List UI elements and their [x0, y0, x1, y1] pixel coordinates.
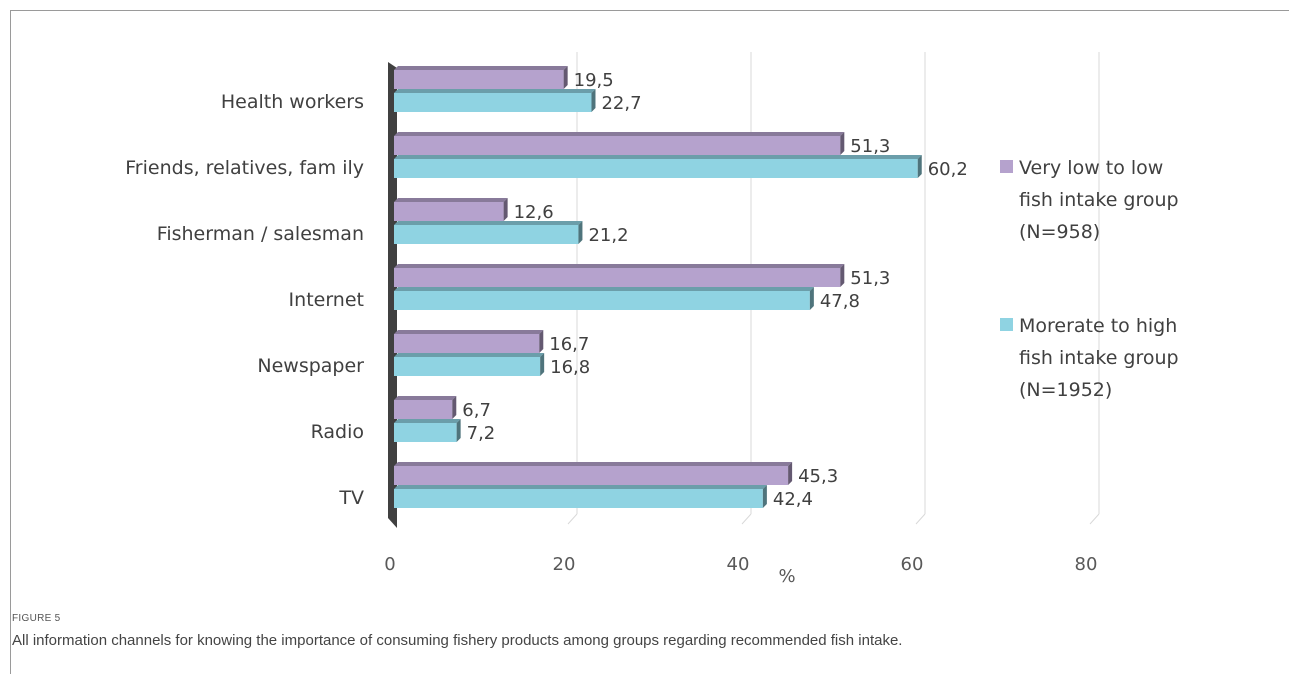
- bar-end-face: [809, 287, 814, 310]
- gridline-floor: [1089, 513, 1100, 525]
- bar-top-face: [394, 287, 814, 291]
- legend-swatch: [1000, 318, 1013, 331]
- data-label: 60,2: [928, 159, 968, 180]
- bar-end-face: [762, 485, 767, 508]
- category-label: Internet: [289, 289, 364, 311]
- legend-label: (N=1952): [1019, 379, 1112, 401]
- bar: [394, 225, 579, 244]
- gridline-floor: [567, 513, 578, 525]
- bar-end-face: [578, 221, 583, 244]
- data-label: 16,7: [549, 334, 589, 355]
- bar: [394, 202, 504, 221]
- bar-end-face: [591, 89, 596, 112]
- bar-top-face: [394, 353, 545, 357]
- data-label: 16,8: [550, 357, 590, 378]
- bar-end-face: [840, 132, 845, 155]
- bar-end-face: [917, 155, 922, 178]
- bar-top-face: [394, 155, 922, 159]
- bar-end-face: [540, 353, 545, 376]
- category-label: Friends, relatives, fam ily: [125, 157, 364, 179]
- x-tick-label: 20: [553, 554, 576, 575]
- bar-top-face: [394, 198, 508, 202]
- figure-caption: All information channels for knowing the…: [12, 632, 903, 649]
- bar: [394, 489, 763, 508]
- x-axis-title: %: [778, 566, 795, 587]
- data-label: 7,2: [467, 423, 496, 444]
- bar: [394, 159, 918, 178]
- data-label: 22,7: [601, 93, 641, 114]
- bar-top-face: [394, 264, 845, 268]
- category-label: TV: [338, 487, 364, 509]
- legend-label: (N=958): [1019, 221, 1100, 243]
- figure-label: FIGURE 5: [12, 613, 61, 624]
- bar: [394, 291, 810, 310]
- x-tick-label: 40: [727, 554, 750, 575]
- category-label: Newspaper: [257, 355, 364, 377]
- data-label: 21,2: [588, 225, 628, 246]
- data-label: 51,3: [850, 268, 890, 289]
- category-label: Health workers: [221, 91, 364, 113]
- bar: [394, 466, 789, 485]
- bar: [394, 70, 564, 89]
- bar-top-face: [394, 485, 767, 489]
- bar: [394, 357, 541, 376]
- bar-end-face: [788, 462, 793, 485]
- bar-top-face: [394, 89, 596, 93]
- bar-top-face: [394, 66, 568, 70]
- legend-label: Very low to low: [1019, 157, 1163, 179]
- x-tick-label: 0: [384, 554, 395, 575]
- bar-end-face: [563, 66, 568, 89]
- legend-label: fish intake group: [1019, 189, 1179, 211]
- gridline-floor: [915, 513, 926, 525]
- bar-end-face: [456, 419, 461, 442]
- x-tick-label: 80: [1075, 554, 1098, 575]
- bar-end-face: [840, 264, 845, 287]
- bar-top-face: [394, 132, 845, 136]
- bar-top-face: [394, 396, 457, 400]
- data-label: 51,3: [850, 136, 890, 157]
- bar-end-face: [503, 198, 508, 221]
- bar-end-face: [452, 396, 457, 419]
- legend-swatch: [1000, 160, 1013, 173]
- bar-chart: 0 20 40 60 80% Health workers 19,522,7 Friends,…: [125, 52, 1179, 587]
- data-label: 47,8: [820, 291, 860, 312]
- x-tick-label: 60: [901, 554, 924, 575]
- data-label: 19,5: [574, 70, 614, 91]
- category-label: Radio: [311, 421, 364, 443]
- data-label: 6,7: [462, 400, 491, 421]
- category-label: Fisherman / salesman: [157, 223, 364, 245]
- bar-top-face: [394, 330, 544, 334]
- gridline-floor: [741, 513, 752, 525]
- data-label: 12,6: [514, 202, 554, 223]
- bar-end-face: [539, 330, 544, 353]
- bar-top-face: [394, 221, 583, 225]
- legend-label: fish intake group: [1019, 347, 1179, 369]
- bar: [394, 334, 540, 353]
- data-label: 42,4: [773, 489, 813, 510]
- figure-frame: [10, 10, 1289, 674]
- bar: [394, 136, 841, 155]
- bar: [394, 423, 457, 442]
- bar: [394, 400, 453, 419]
- bar-top-face: [394, 419, 461, 423]
- bar-top-face: [394, 462, 793, 466]
- data-label: 45,3: [798, 466, 838, 487]
- bar: [394, 268, 841, 287]
- bar: [394, 93, 592, 112]
- legend-label: Morerate to high: [1019, 315, 1177, 337]
